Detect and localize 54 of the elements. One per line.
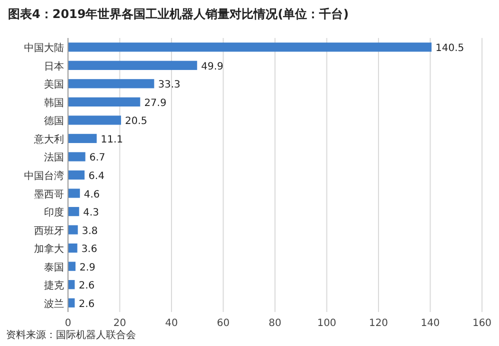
data-label: 2.6	[78, 280, 95, 292]
y-tick-label: 日本	[44, 60, 64, 72]
bar	[68, 97, 140, 106]
bar	[68, 116, 122, 125]
y-tick-label: 墨西哥	[34, 189, 64, 200]
x-tick-label: 120	[368, 318, 388, 329]
data-label: 3.8	[82, 226, 98, 237]
bar	[68, 152, 86, 162]
bar	[68, 244, 78, 253]
y-tick-label: 美国	[44, 78, 64, 91]
bar	[68, 42, 432, 52]
x-tick-label: 0	[64, 318, 72, 329]
data-label: 4.3	[83, 208, 100, 219]
y-tick-label: 印度	[44, 206, 64, 219]
y-tick-label: 意大利	[33, 133, 64, 146]
data-label: 33.3	[158, 80, 180, 91]
x-tick-label: 80	[268, 318, 282, 329]
data-label: 2.6	[78, 298, 95, 310]
y-tick-label: 加拿大	[34, 243, 64, 256]
bar	[68, 206, 80, 216]
data-label: 27.9	[144, 98, 166, 109]
data-label: 2.9	[80, 262, 96, 274]
x-tick-label: 160	[472, 318, 492, 329]
x-tick-label: 20	[113, 318, 126, 329]
data-label: 6.7	[89, 152, 106, 164]
bar	[68, 79, 154, 88]
chart-title: 图表4：2019年世界各国工业机器人销量对比情况(单位：千台)	[8, 7, 349, 21]
y-tick-label: 韩国	[44, 96, 64, 109]
y-tick-label: 德国	[44, 116, 64, 128]
bar	[68, 188, 80, 198]
data-label: 49.9	[201, 61, 224, 72]
y-tick-label: 西班牙	[34, 224, 64, 237]
data-label: 20.5	[125, 116, 148, 128]
text: 资料来源：国际机器人联合会	[6, 329, 136, 341]
bar	[68, 134, 97, 144]
y-tick-label: 中国台湾	[24, 170, 64, 182]
y-tick-label: 中国大陆	[24, 42, 64, 54]
y-tick-label: 捷克	[44, 280, 64, 292]
bar	[68, 225, 78, 234]
y-tick-label: 泰国	[44, 262, 64, 274]
data-label: 4.6	[84, 189, 100, 200]
bar	[68, 60, 198, 70]
y-tick-label: 法国	[44, 152, 64, 164]
bar	[68, 262, 76, 271]
y-tick-label: 波兰	[44, 298, 64, 310]
data-label: 3.6	[81, 244, 98, 256]
data-label: 140.5	[436, 43, 464, 54]
x-tick-label: 140	[420, 318, 440, 329]
bar	[68, 170, 85, 180]
data-label: 6.4	[88, 171, 104, 182]
x-tick-label: 40	[165, 318, 178, 329]
x-tick-label: 100	[317, 318, 336, 329]
x-tick-label: 60	[216, 318, 230, 329]
data-label: 11.1	[100, 134, 123, 146]
